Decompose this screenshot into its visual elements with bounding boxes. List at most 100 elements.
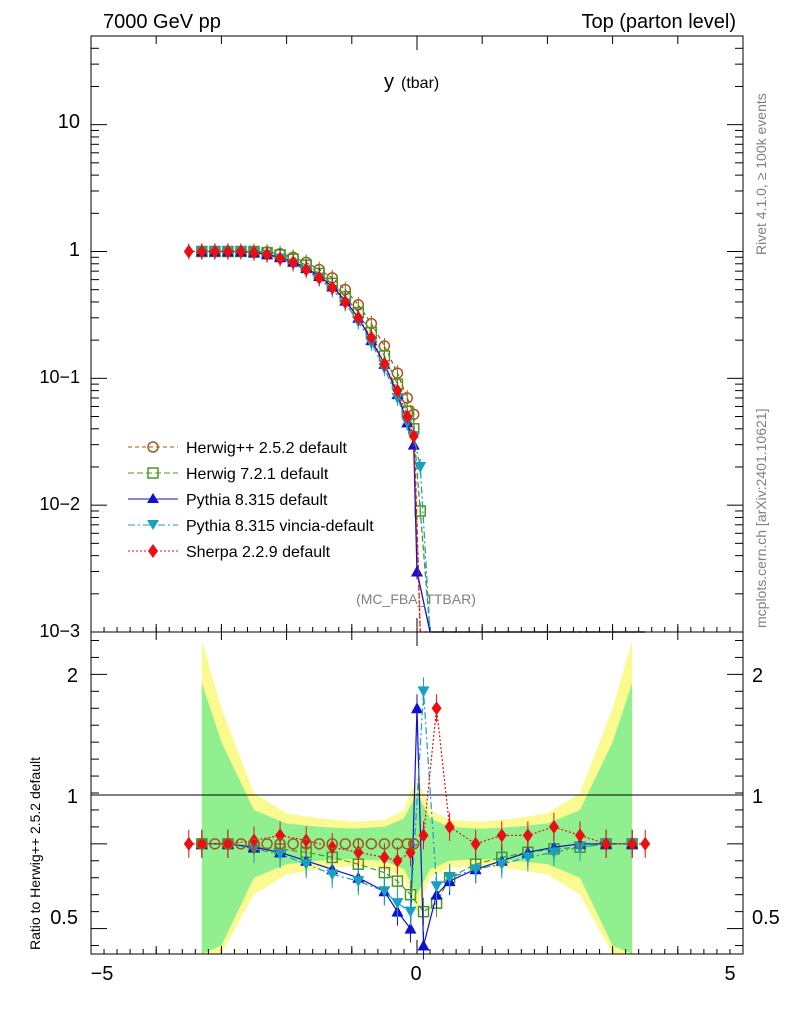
ratio-uncertainty-bands xyxy=(201,640,633,954)
x-tick-label-0: 0 xyxy=(410,963,421,985)
ratio-point-3-11 xyxy=(418,828,429,843)
main-point-4-13 xyxy=(353,310,364,325)
analysis-id: (MC_FBA_TTBAR) xyxy=(356,591,476,607)
ratio-point-3-6 xyxy=(327,840,338,855)
main-point-4-0 xyxy=(183,244,194,259)
ratio-point-2-7 xyxy=(378,886,391,898)
ratio-reference-point-5 xyxy=(261,838,273,850)
ratio-point-3-3 xyxy=(249,833,259,848)
main-point-4-9 xyxy=(301,262,312,277)
ratio-point-3-17 xyxy=(548,819,559,834)
legend-marker-pythia xyxy=(147,493,159,503)
main-point-4-6 xyxy=(262,247,273,262)
legend-marker-herwig7 xyxy=(147,467,159,479)
ratio-point-2-5 xyxy=(326,869,339,881)
ratio-point-3-15 xyxy=(496,828,507,843)
header-right-title: Top (parton level) xyxy=(581,11,736,33)
ratio-point-2-10 xyxy=(417,686,430,698)
ratio-series-layer xyxy=(183,677,651,960)
y-tick-label-1: 1 xyxy=(69,239,80,261)
ratio-series-line-2 xyxy=(201,691,633,913)
main-point-4-2 xyxy=(209,244,220,259)
main-point-4-4 xyxy=(235,244,246,259)
ratio-y-tick-1-right: 1 xyxy=(752,786,763,808)
main-point-4-14 xyxy=(366,330,377,345)
legend-marker-vincia xyxy=(147,520,159,530)
ratio-point-3-5 xyxy=(301,833,312,848)
ratio-reference-point-12 xyxy=(352,838,365,850)
ratio-reference-point-13 xyxy=(365,838,378,850)
main-point-4-12 xyxy=(340,294,351,309)
ratio-reference-point-17 xyxy=(407,838,420,850)
ratio-y-tick-0.5: 0.5 xyxy=(50,907,78,929)
ratio-reference-point-11 xyxy=(339,838,352,850)
legend-marker-sherpa xyxy=(148,544,158,558)
main-point-4-17 xyxy=(402,409,413,424)
y-tick-label-0.1: 10−1 xyxy=(39,367,80,387)
main-point-4-16 xyxy=(392,383,403,398)
x-tick-label-neg5: −5 xyxy=(91,963,114,985)
main-point-4-11 xyxy=(327,280,338,295)
ratio-reference-point-3 xyxy=(235,838,247,850)
ratio-point-2-14 xyxy=(495,859,508,871)
legend-label-herwig7: Herwig 7.2.1 default xyxy=(186,466,329,483)
ratio-y-tick-2-right: 2 xyxy=(752,665,763,687)
x-tick-label-5: 5 xyxy=(724,963,735,985)
main-point-4-18 xyxy=(408,429,419,444)
plot-title-sub: (tbar) xyxy=(401,75,439,92)
ratio-point-3-16 xyxy=(522,828,533,843)
main-point-4-10 xyxy=(314,270,325,285)
ratio-reference-point-8 xyxy=(300,838,312,850)
ratio-reference-point-2 xyxy=(222,838,234,850)
y-tick-label-0.01: 10−2 xyxy=(39,494,80,514)
ratio-point-3-14 xyxy=(470,836,481,851)
ratio-y-axis-label: Ratio to Herwig++ 2.5.2 default xyxy=(27,757,43,950)
ratio-point-3-12 xyxy=(431,701,442,716)
ratio-reference-point-0 xyxy=(196,838,208,850)
legend-label-pythia: Pythia 8.315 default xyxy=(186,492,328,509)
side-label-bottom: mcplots.cern.ch [arXiv:2401.10621] xyxy=(753,409,769,628)
ratio-y-tick-1: 1 xyxy=(67,786,78,808)
ratio-point-3-20 xyxy=(627,836,638,851)
axes-ticks xyxy=(90,35,744,954)
main-point-4-1 xyxy=(196,244,207,259)
ratio-point-3-9 xyxy=(392,853,403,868)
ratio-point-2-6 xyxy=(352,876,365,888)
ratio-reference-point-6 xyxy=(274,838,286,850)
main-point-4-5 xyxy=(249,245,259,260)
ratio-y-tick-2: 2 xyxy=(67,665,78,687)
ratio-band-inner xyxy=(201,682,633,954)
ratio-reference-point-9 xyxy=(313,838,325,850)
main-series-layer xyxy=(183,243,646,633)
ratio-point-1-11 xyxy=(417,939,430,951)
ratio-point-2-4 xyxy=(300,859,313,871)
ratio-point-3-8 xyxy=(379,850,390,865)
ratio-point-0-8 xyxy=(391,875,404,887)
legend-marker-herwigpp xyxy=(147,441,159,453)
ratio-point-2-3 xyxy=(274,849,287,861)
main-point-4-8 xyxy=(288,255,299,270)
header-left-title: 7000 GeV pp xyxy=(103,11,221,33)
plot-title-main: y xyxy=(384,71,394,93)
ratio-point-3-13 xyxy=(444,819,455,834)
main-point-4-3 xyxy=(222,244,233,259)
ratio-point-1-9 xyxy=(404,922,417,934)
main-point-4-15 xyxy=(379,356,390,371)
ratio-point-3-0 xyxy=(183,836,194,851)
ratio-reference-point-16 xyxy=(401,838,413,850)
ratio-point-1-10 xyxy=(411,702,423,714)
ratio-reference-point-4 xyxy=(248,838,260,850)
y-tick-label-10: 10 xyxy=(58,111,80,133)
ratio-point-3-21 xyxy=(640,836,651,851)
ratio-reference-point-14 xyxy=(378,838,391,850)
ratio-y-tick-0.5-right: 0.5 xyxy=(752,907,780,929)
main-point-3-18 xyxy=(414,461,427,473)
y-tick-label-0.001: 10−3 xyxy=(39,621,80,641)
ratio-point-3-18 xyxy=(575,828,585,843)
main-point-2-18 xyxy=(411,565,423,577)
ratio-reference-point-1 xyxy=(209,838,221,850)
legend: Herwig++ 2.5.2 default Herwig 7.2.1 defa… xyxy=(128,440,374,561)
legend-label-vincia: Pythia 8.315 vincia-default xyxy=(186,518,374,535)
ratio-point-2-11 xyxy=(430,881,443,893)
